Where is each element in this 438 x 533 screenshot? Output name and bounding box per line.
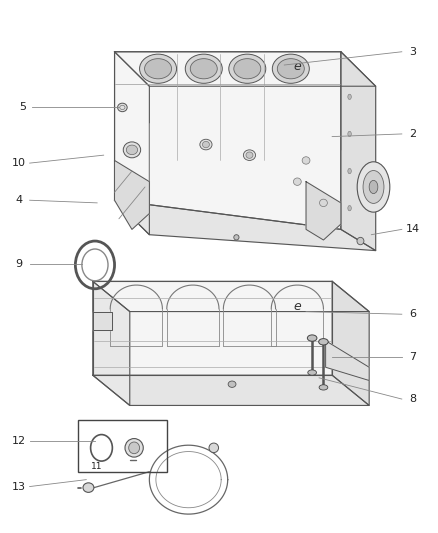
Ellipse shape bbox=[234, 235, 239, 240]
Polygon shape bbox=[93, 375, 369, 406]
Text: 7: 7 bbox=[409, 352, 416, 361]
Ellipse shape bbox=[185, 54, 222, 83]
Polygon shape bbox=[306, 182, 341, 240]
Text: 8: 8 bbox=[409, 394, 416, 404]
Ellipse shape bbox=[209, 443, 219, 453]
Polygon shape bbox=[115, 52, 341, 229]
Ellipse shape bbox=[228, 381, 236, 387]
Ellipse shape bbox=[357, 237, 364, 245]
Ellipse shape bbox=[307, 335, 317, 341]
Text: 5: 5 bbox=[19, 102, 26, 112]
Polygon shape bbox=[325, 341, 369, 381]
Polygon shape bbox=[115, 52, 149, 235]
Ellipse shape bbox=[244, 150, 255, 160]
Ellipse shape bbox=[272, 54, 309, 83]
Text: e: e bbox=[293, 60, 301, 73]
Ellipse shape bbox=[125, 439, 143, 457]
Ellipse shape bbox=[319, 338, 328, 345]
Text: 6: 6 bbox=[409, 309, 416, 319]
Bar bbox=[78, 420, 167, 472]
Ellipse shape bbox=[319, 385, 328, 390]
Text: 2: 2 bbox=[409, 129, 416, 139]
Ellipse shape bbox=[348, 168, 351, 174]
Text: 11: 11 bbox=[91, 462, 102, 471]
Ellipse shape bbox=[348, 94, 351, 100]
Text: 14: 14 bbox=[406, 224, 420, 235]
Ellipse shape bbox=[200, 139, 212, 150]
Polygon shape bbox=[93, 281, 369, 312]
Polygon shape bbox=[93, 312, 113, 330]
Polygon shape bbox=[93, 281, 130, 406]
Ellipse shape bbox=[357, 162, 390, 212]
Ellipse shape bbox=[246, 152, 253, 158]
Polygon shape bbox=[115, 52, 376, 86]
Ellipse shape bbox=[83, 483, 94, 492]
Ellipse shape bbox=[234, 59, 261, 79]
Text: 3: 3 bbox=[409, 47, 416, 56]
Polygon shape bbox=[341, 52, 376, 251]
Ellipse shape bbox=[363, 171, 384, 204]
Ellipse shape bbox=[145, 59, 172, 79]
Ellipse shape bbox=[123, 142, 141, 158]
Polygon shape bbox=[115, 160, 149, 229]
Polygon shape bbox=[332, 281, 369, 406]
Text: 12: 12 bbox=[12, 437, 26, 447]
Ellipse shape bbox=[140, 54, 177, 83]
Ellipse shape bbox=[129, 442, 140, 454]
Text: 4: 4 bbox=[15, 195, 22, 205]
Text: e: e bbox=[293, 300, 301, 313]
Ellipse shape bbox=[202, 141, 209, 148]
Ellipse shape bbox=[277, 59, 304, 79]
Polygon shape bbox=[93, 281, 332, 375]
Ellipse shape bbox=[293, 178, 301, 185]
Text: 9: 9 bbox=[15, 259, 22, 269]
Ellipse shape bbox=[126, 145, 138, 155]
Ellipse shape bbox=[190, 59, 217, 79]
Ellipse shape bbox=[308, 370, 317, 375]
Ellipse shape bbox=[320, 199, 327, 207]
Text: 10: 10 bbox=[12, 158, 26, 168]
Ellipse shape bbox=[348, 131, 351, 136]
Ellipse shape bbox=[302, 157, 310, 164]
Ellipse shape bbox=[348, 206, 351, 211]
Text: 13: 13 bbox=[12, 481, 26, 491]
Ellipse shape bbox=[117, 103, 127, 112]
Ellipse shape bbox=[229, 54, 266, 83]
Polygon shape bbox=[115, 200, 376, 251]
Ellipse shape bbox=[369, 180, 378, 193]
